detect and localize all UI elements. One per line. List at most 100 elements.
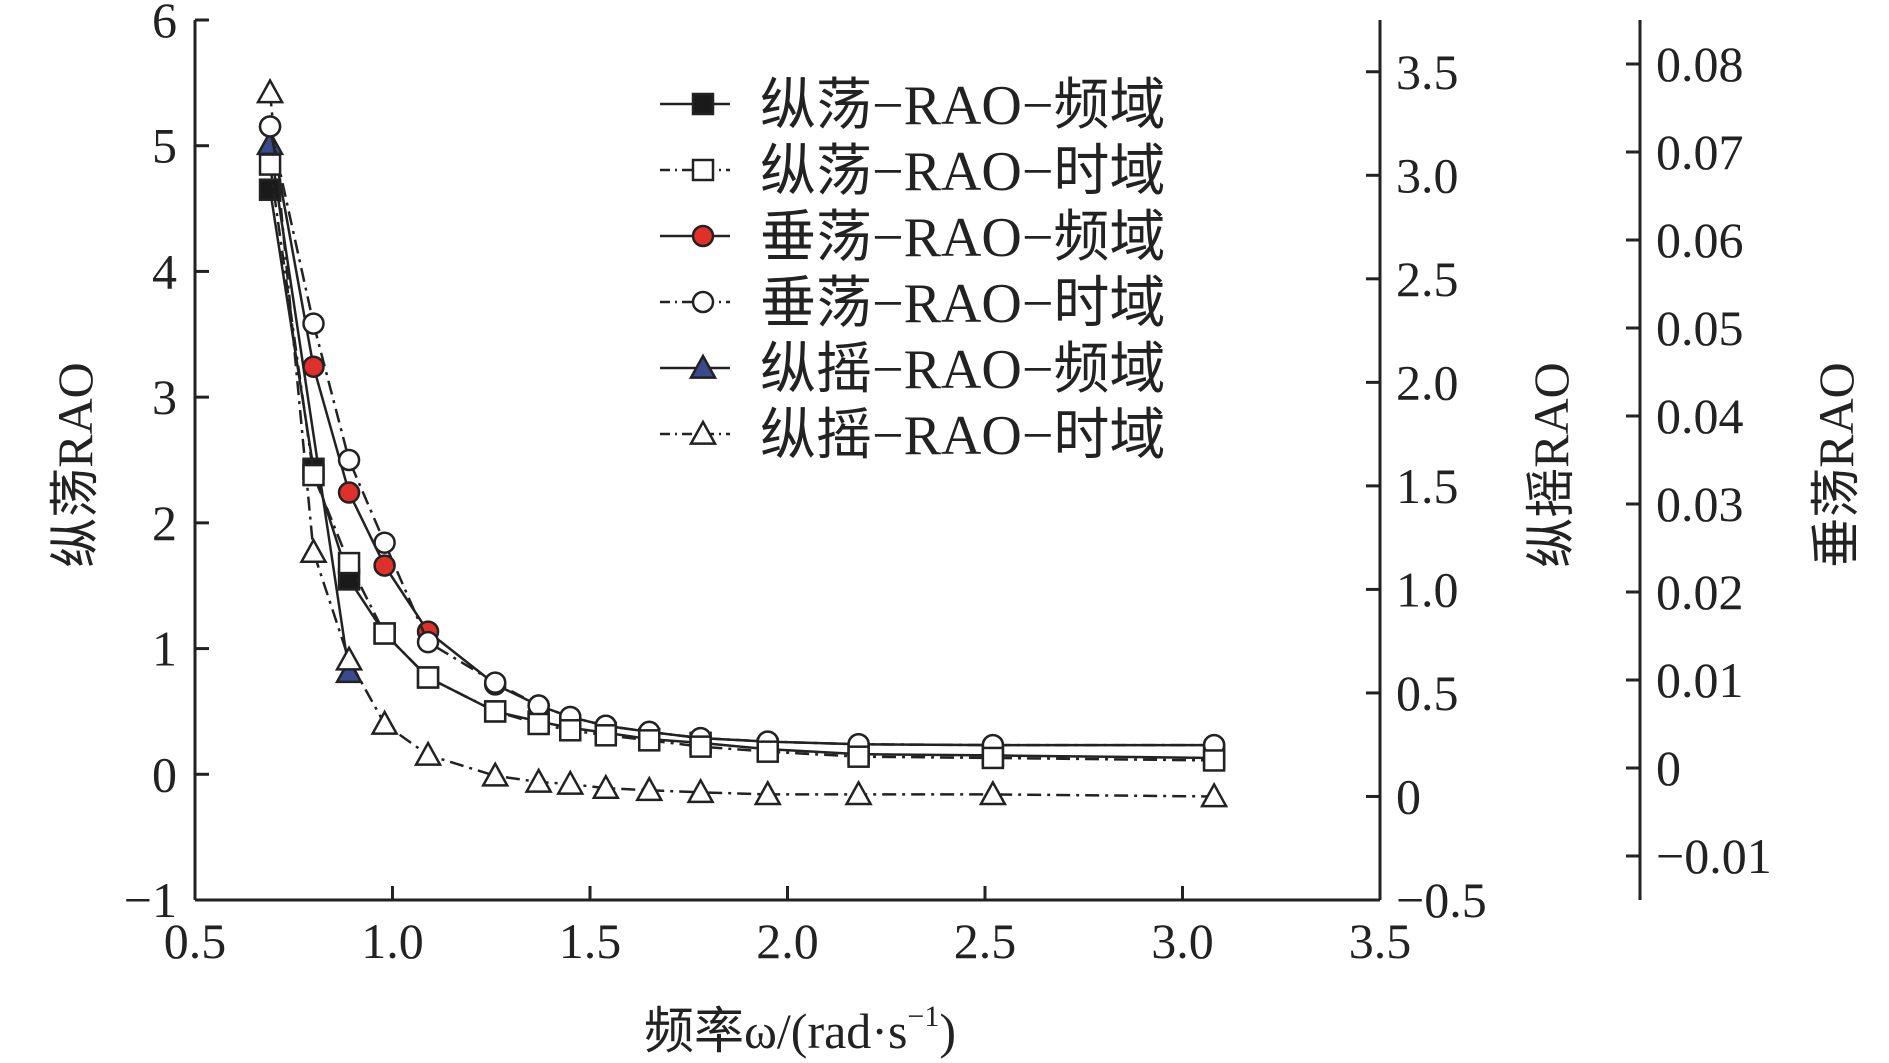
data-point (756, 740, 779, 763)
y-right2-tick-label: 0.01 (1656, 652, 1744, 708)
series-6 (255, 77, 1229, 808)
x-axis-title-tail: ) (939, 1003, 956, 1059)
data-point (302, 355, 325, 378)
legend-marker (691, 92, 715, 116)
data-point (1202, 749, 1226, 772)
data-point (483, 700, 507, 723)
data-point (1199, 781, 1229, 808)
y-right2-tick-label: 0.03 (1656, 476, 1744, 532)
data-point (483, 671, 507, 694)
legend-item: 纵荡−RAO−时域 (660, 141, 1165, 203)
data-point (844, 779, 873, 806)
x-axis-title-main: 频率ω/(rad·s (644, 1003, 907, 1059)
legend-label: 垂荡−RAO−频域 (760, 207, 1165, 269)
data-point (594, 724, 618, 747)
data-point (559, 719, 582, 742)
series-line (268, 144, 351, 673)
y-right1-tick-label: 3.5 (1396, 44, 1459, 100)
data-point (373, 622, 396, 645)
y-left-tick-label: 1 (152, 621, 177, 677)
legend-label: 纵摇−RAO−频域 (760, 339, 1165, 401)
data-point (635, 775, 664, 802)
y-right1-tick-label: 1.5 (1396, 458, 1459, 514)
data-point (258, 153, 282, 176)
data-point (258, 115, 282, 138)
legend-marker (691, 158, 715, 182)
y-right1-tick-label: 0 (1396, 768, 1421, 824)
y-left-tick-label: 0 (152, 746, 177, 802)
legend-label: 垂荡−RAO−时域 (760, 273, 1165, 335)
data-point (556, 769, 585, 795)
data-point (334, 645, 364, 671)
y-right2-tick-label: 0.07 (1656, 124, 1744, 180)
legend-marker (691, 224, 715, 248)
y-left-tick-label: −1 (124, 872, 177, 928)
y-left-tick-label: 4 (152, 243, 177, 299)
y-right2-tick-label: 0.06 (1656, 212, 1744, 268)
y-right2-axis-title: 垂荡RAO (1808, 362, 1864, 568)
y-right2-tick-label: 0 (1656, 740, 1681, 796)
data-point (689, 735, 712, 758)
data-point (847, 745, 870, 768)
data-point (337, 481, 361, 504)
data-point (373, 531, 396, 554)
y-right1-tick-label: 0.5 (1396, 665, 1459, 721)
legend-item: 垂荡−RAO−频域 (660, 207, 1165, 269)
x-tick-label: 0.5 (164, 913, 227, 969)
data-point (416, 630, 440, 654)
x-tick-label: 2.0 (756, 913, 819, 969)
y-right1-tick-label: 2.0 (1396, 354, 1459, 410)
y-right2-tick-label: 0.08 (1656, 36, 1744, 92)
data-point (753, 779, 782, 806)
data-point (413, 740, 443, 766)
x-tick-label: 2.5 (954, 913, 1017, 969)
data-point (527, 694, 550, 717)
y-left-tick-label: 2 (152, 495, 177, 551)
data-point (978, 779, 1008, 806)
y-right2-tick-label: −0.01 (1656, 828, 1772, 884)
legend-item: 垂荡−RAO−时域 (660, 273, 1165, 335)
data-point (337, 551, 361, 575)
y-right1-tick-label: 3.0 (1396, 147, 1459, 203)
series-4 (258, 115, 1226, 757)
data-point (686, 777, 715, 804)
data-point (416, 666, 440, 689)
x-axis-title: 频率ω/(rad·s−1) (644, 1000, 956, 1059)
data-point (981, 746, 1005, 770)
y-right1-tick-label: 2.5 (1396, 251, 1459, 307)
legend-label: 纵荡−RAO−频域 (760, 75, 1165, 137)
y-right1-tick-label: −0.5 (1396, 872, 1487, 928)
legend-marker (688, 353, 718, 379)
legend: 纵荡−RAO−频域纵荡−RAO−时域垂荡−RAO−频域垂荡−RAO−时域纵摇−R… (660, 75, 1165, 467)
legend-item: 纵荡−RAO−频域 (660, 75, 1165, 137)
series-2 (258, 153, 1226, 772)
data-point (481, 761, 510, 787)
x-tick-label: 1.0 (361, 913, 424, 969)
legend-marker (688, 419, 718, 445)
data-point (527, 712, 550, 736)
data-point (337, 448, 361, 472)
y-left-tick-label: 6 (152, 0, 177, 48)
series-layer (255, 77, 1229, 808)
legend-label: 纵荡−RAO−时域 (760, 141, 1165, 203)
y-left-tick-label: 5 (152, 118, 177, 174)
legend-item: 纵摇−RAO−时域 (660, 405, 1165, 467)
y-left-axis-title: 纵荡RAO (47, 362, 103, 568)
data-point (255, 77, 285, 104)
y-right2-tick-label: 0.02 (1656, 564, 1744, 620)
x-axis-title-sup: −1 (907, 1000, 939, 1033)
data-point (302, 463, 325, 487)
y-right1-axis-title: 纵摇RAO (1523, 362, 1579, 568)
legend-item: 纵摇−RAO−频域 (660, 339, 1165, 401)
data-point (373, 554, 396, 577)
legend-marker (691, 290, 715, 314)
data-point (299, 537, 328, 563)
data-point (638, 729, 661, 752)
data-point (370, 709, 399, 735)
x-tick-label: 1.5 (559, 913, 622, 969)
y-right2-tick-label: 0.05 (1656, 300, 1744, 356)
y-right1-tick-label: 1.0 (1396, 561, 1459, 617)
data-point (258, 178, 282, 201)
x-tick-label: 3.5 (1349, 913, 1412, 969)
